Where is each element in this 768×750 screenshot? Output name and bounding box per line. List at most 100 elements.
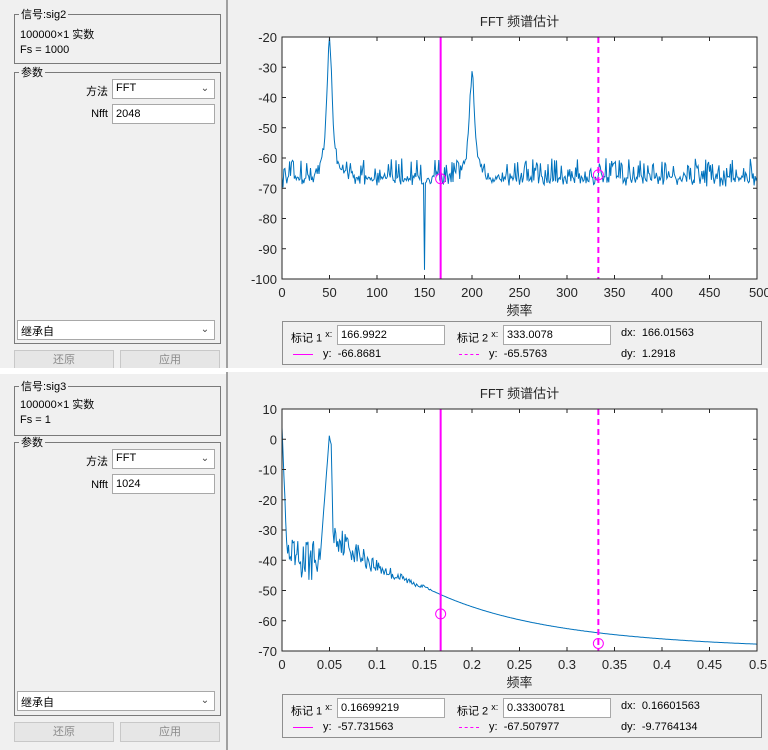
method-value: FFT xyxy=(116,82,137,94)
nfft-input[interactable]: 1024 xyxy=(112,474,215,494)
marker2-y-readout: y: -65.5763 xyxy=(489,348,548,360)
y-tick-label: -30 xyxy=(258,60,277,75)
x-tick-label: 200 xyxy=(461,285,483,300)
params-group: 参数 xyxy=(14,64,221,344)
chart-title: FFT 频谱估计 xyxy=(480,14,559,29)
plot-background xyxy=(282,409,757,651)
x-tick-label: 0.05 xyxy=(317,657,342,672)
x-tick-label: 300 xyxy=(556,285,578,300)
x-tick-label: 500 xyxy=(749,285,768,300)
marker-readout-bar: 标记 1 x: 0.16699219 标记 2 x: 0.33300781 dx… xyxy=(282,694,762,738)
x-tick-label: 0 xyxy=(278,285,285,300)
marker1-x-input[interactable]: 166.9922 xyxy=(337,325,445,345)
y-tick-label: -60 xyxy=(258,614,277,629)
y-tick-label: -20 xyxy=(258,493,277,508)
y-tick-label: -40 xyxy=(258,91,277,106)
divider xyxy=(226,0,228,370)
plot-area: FFT 频谱估计 -20 -30 -40 -50 -60 -70 -80 -90 -100 0 50 1… xyxy=(228,0,768,320)
x-tick-label: 0 xyxy=(278,657,285,672)
x-tick-label: 150 xyxy=(414,285,436,300)
fft-chart-1[interactable]: FFT 频谱估计 -20 -30 -40 -50 -60 -70 -80 -90 -1000 50 1… xyxy=(228,0,768,320)
x-axis-label: 频率 xyxy=(506,303,532,318)
restore-button[interactable]: 还原 xyxy=(14,350,114,370)
y-tick-label: -50 xyxy=(258,121,277,136)
signal-info-group: 信号:sig3 xyxy=(14,378,221,436)
signal-info-group: 信号:sig2 xyxy=(14,6,221,64)
x-tick-label: 0.25 xyxy=(507,657,532,672)
y-tick-label: -20 xyxy=(258,30,277,45)
marker2-x-input[interactable]: 333.0078 xyxy=(503,325,611,345)
nfft-label: Nfft xyxy=(91,479,108,491)
x-tick-label: 0.35 xyxy=(602,657,627,672)
dx-readout: dx: 166.01563 xyxy=(621,327,694,339)
marker1-line-sample xyxy=(293,727,313,728)
marker2-label: 标记 2 x: xyxy=(457,702,499,718)
x-tick-label: 450 xyxy=(699,285,721,300)
inherit-select[interactable]: 继承自 ⌄ xyxy=(17,320,215,340)
marker2-line-sample xyxy=(459,727,479,728)
marker1-x-input[interactable]: 0.16699219 xyxy=(337,698,445,718)
restore-button[interactable]: 还原 xyxy=(14,722,114,742)
marker1-line-sample xyxy=(293,354,313,355)
chevron-down-icon: ⌄ xyxy=(200,695,210,706)
x-tick-label: 0.15 xyxy=(412,657,437,672)
left-controls: 信号:sig3 100000×1 实数 Fs = 1 参数 方法 FFT ⌄ N… xyxy=(0,372,226,750)
signal-fs-text: Fs = 1000 xyxy=(20,44,70,56)
nfft-input[interactable]: 2048 xyxy=(112,104,215,124)
x-tick-label: 0.45 xyxy=(697,657,722,672)
x-tick-label: 0.2 xyxy=(463,657,481,672)
x-axis-label: 频率 xyxy=(506,675,532,690)
marker1-y-readout: y: -66.8681 xyxy=(323,348,382,360)
signal-fs-text: Fs = 1 xyxy=(20,414,51,426)
marker-1-point xyxy=(435,608,447,620)
method-label: 方法 xyxy=(86,456,108,468)
signal-legend: 信号:sig2 xyxy=(21,9,67,21)
y-tick-label: 0 xyxy=(270,432,277,447)
chevron-down-icon: ⌄ xyxy=(200,83,210,94)
marker2-line-sample xyxy=(459,354,479,355)
y-tick-label: -50 xyxy=(258,584,277,599)
plot-background xyxy=(282,37,757,279)
dy-readout: dy: -9.7764134 xyxy=(621,721,698,733)
signal-size-text: 100000×1 实数 xyxy=(20,29,95,41)
x-tick-label: 100 xyxy=(366,285,388,300)
x-tick-label: 50 xyxy=(322,285,336,300)
y-tick-label: -90 xyxy=(258,242,277,257)
chart-title: FFT 频谱估计 xyxy=(480,386,559,401)
marker2-label: 标记 2 x: xyxy=(457,329,499,345)
signal-size-text: 100000×1 实数 xyxy=(20,399,95,411)
apply-button[interactable]: 应用 xyxy=(120,350,220,370)
marker1-y-readout: y: -57.731563 xyxy=(323,721,394,733)
marker1-label: 标记 1 x: xyxy=(291,702,333,718)
y-tick-label: -40 xyxy=(258,553,277,568)
method-label: 方法 xyxy=(86,86,108,98)
inherit-select[interactable]: 继承自 ⌄ xyxy=(17,691,215,711)
panel-separator xyxy=(0,368,768,374)
marker-2-point xyxy=(592,637,604,649)
method-select[interactable]: FFT ⌄ xyxy=(112,79,215,99)
marker1-label: 标记 1 x: xyxy=(291,329,333,345)
method-select[interactable]: FFT ⌄ xyxy=(112,449,215,469)
apply-button[interactable]: 应用 xyxy=(120,722,220,742)
y-tick-label: -70 xyxy=(258,181,277,196)
dy-readout: dy: 1.2918 xyxy=(621,348,676,360)
y-tick-label: -30 xyxy=(258,523,277,538)
series-line xyxy=(281,427,757,645)
params-legend: 参数 xyxy=(21,67,43,79)
plot-area: FFT 频谱估计 10 0 -10 -20 -30 -40 -50 -60 -70 0 0.05 0.1… xyxy=(228,372,768,692)
params-group: 参数 xyxy=(14,434,221,716)
marker2-x-input[interactable]: 0.33300781 xyxy=(503,698,611,718)
left-controls: 信号:sig2 100000×1 实数 Fs = 1000 参数 方法 FFT … xyxy=(0,0,226,370)
x-tick-label: 400 xyxy=(651,285,673,300)
marker-readout-bar: 标记 1 x: 166.9922 标记 2 x: 333.0078 dx: 16… xyxy=(282,321,762,365)
marker2-y-readout: y: -67.507977 xyxy=(489,721,560,733)
nfft-label: Nfft xyxy=(91,108,108,120)
y-tick-label: -70 xyxy=(258,644,277,659)
y-tick-label: -100 xyxy=(251,272,277,287)
divider xyxy=(226,372,228,750)
x-tick-label: 250 xyxy=(509,285,531,300)
series-line xyxy=(281,36,758,270)
inherit-value: 继承自 xyxy=(21,326,54,338)
y-tick-label: 10 xyxy=(263,402,277,417)
